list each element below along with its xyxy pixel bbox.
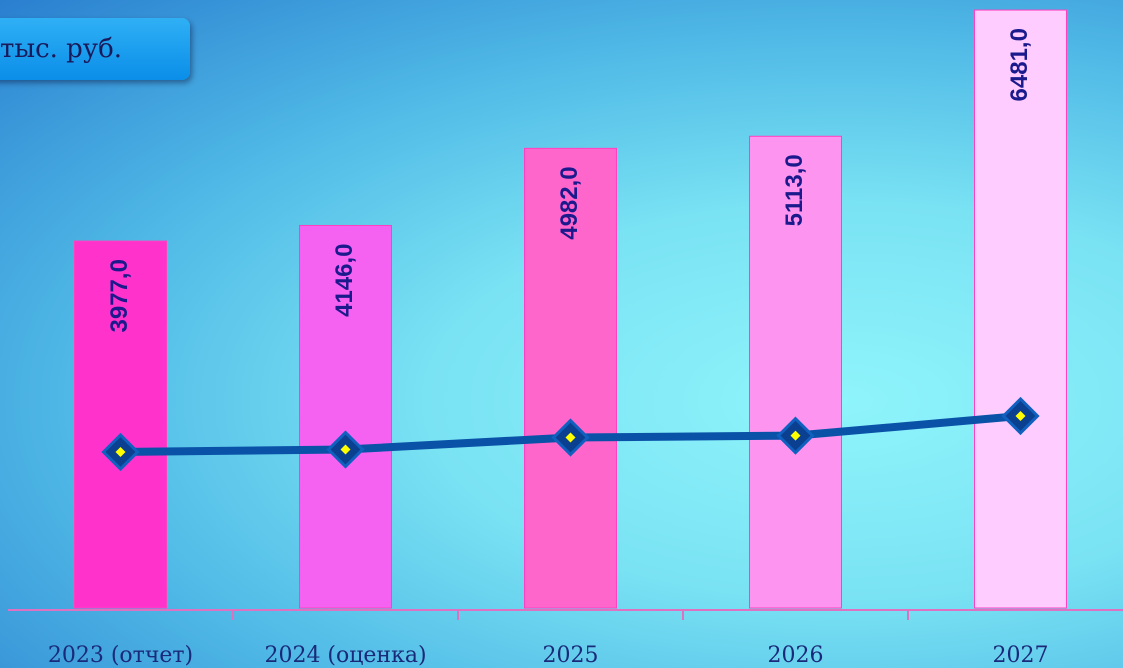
bar <box>749 135 842 609</box>
x-tick-label: 2025 <box>543 643 599 668</box>
marker-center <box>340 444 351 455</box>
value-label: 4982,0 <box>556 166 583 239</box>
marker-center <box>565 432 576 443</box>
value-label: 4146,0 <box>331 243 358 316</box>
bar <box>974 9 1067 609</box>
x-tick-label: 2026 <box>768 643 824 668</box>
value-label: 5113,0 <box>781 154 808 226</box>
value-label: 6481,0 <box>1006 28 1033 101</box>
x-tick-label: 2023 (отчет) <box>48 643 193 668</box>
bar <box>524 147 617 609</box>
bar <box>74 240 167 609</box>
x-tick-label: 2024 (оценка) <box>264 643 426 668</box>
marker-center <box>115 446 126 457</box>
marker-center <box>1015 410 1026 421</box>
marker-center <box>790 430 801 441</box>
x-tick-label: 2027 <box>993 643 1049 668</box>
unit-label: тыс. руб. <box>0 18 190 80</box>
value-label: 3977,0 <box>106 259 133 332</box>
bar <box>299 224 392 609</box>
